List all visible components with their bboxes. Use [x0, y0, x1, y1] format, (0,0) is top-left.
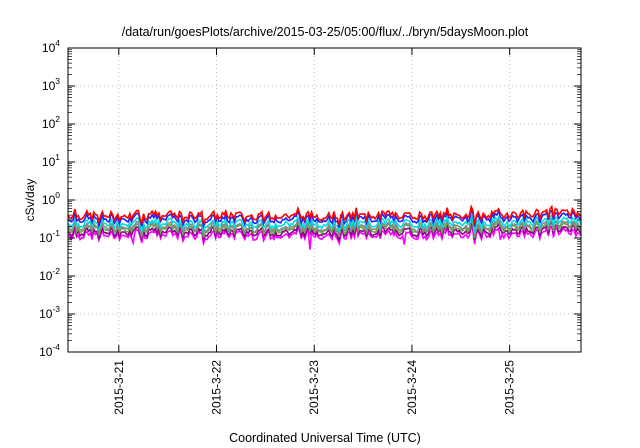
x-tick-label: 2015-3-21 — [112, 360, 126, 415]
series-layer — [67, 204, 582, 250]
series-line — [67, 207, 582, 229]
series-line — [67, 204, 582, 226]
y-tick-label: 10-1 — [39, 228, 60, 245]
x-tick-labels: 2015-3-21 2015-3-22 2015-3-23 2015-3-24 2015… — [112, 360, 517, 415]
series-line — [67, 220, 582, 244]
x-tick-label: 2015-3-24 — [405, 360, 419, 415]
x-tick-label: 2015-3-25 — [503, 360, 517, 415]
x-tick-label: 2015-3-22 — [210, 360, 224, 415]
y-tick-label: 100 — [42, 190, 60, 207]
x-axis-label: Coordinated Universal Time (UTC) — [229, 431, 421, 445]
ticks — [68, 47, 581, 353]
y-tick-label: 10-4 — [39, 342, 60, 359]
y-tick-label: 10-3 — [39, 304, 60, 321]
x-tick-label: 2015-3-23 — [307, 360, 321, 415]
series-line — [67, 216, 582, 239]
y-tick-label: 10-2 — [39, 266, 60, 283]
y-tick-label: 104 — [42, 38, 60, 55]
y-tick-label: 101 — [42, 152, 60, 169]
y-tick-label: 102 — [42, 114, 60, 131]
y-tick-label: 103 — [42, 76, 60, 93]
y-axis-label: cSv/day — [23, 179, 37, 222]
grid — [68, 48, 581, 352]
y-tick-labels: 10-4 10-3 10-2 10-1 100 101 102 103 104 — [39, 38, 60, 359]
chart-title: /data/run/goesPlots/archive/2015-03-25/0… — [122, 25, 529, 39]
series-line — [67, 223, 582, 250]
series-line — [67, 211, 582, 234]
